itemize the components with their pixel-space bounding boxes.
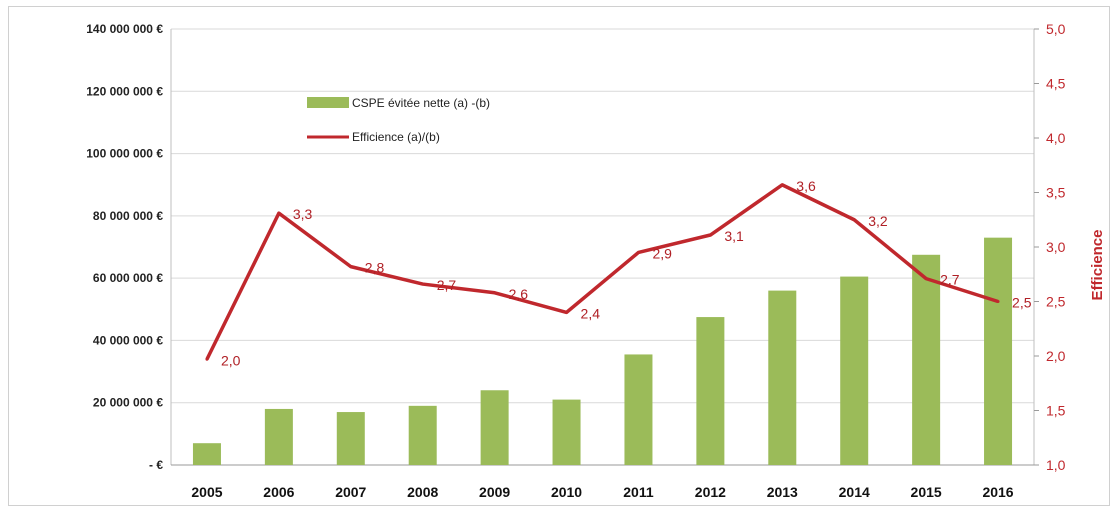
line-data-label: 3,3 (293, 206, 313, 222)
line-point (349, 265, 353, 269)
line-data-label: 2,4 (581, 305, 601, 321)
bar (984, 237, 1013, 465)
right-tick-label: 1,0 (1046, 457, 1066, 473)
x-tick-label: 2013 (767, 484, 798, 500)
bar (192, 443, 221, 465)
x-tick-label: 2008 (407, 484, 438, 500)
x-axis-ticks: 2005 2006 2007 2008 2009 2010 2011 2012 2013 2014… (191, 484, 1013, 500)
bar (552, 399, 581, 465)
line-point (996, 300, 1000, 303)
right-tick-label: 3,5 (1046, 185, 1066, 201)
legend: CSPE évitée nette (a) -(b) Efficience (a… (307, 96, 490, 144)
right-tick-label: 5,0 (1046, 21, 1066, 37)
line-point (852, 218, 856, 222)
right-axis-title: Efficience (1089, 230, 1106, 301)
line-point (924, 277, 928, 281)
bar-series (192, 237, 1013, 465)
bar (840, 276, 869, 465)
line-data-label: 3,1 (724, 228, 744, 244)
left-tick-label: 60 000 000 € (93, 271, 163, 285)
line-point (636, 250, 640, 254)
gridlines (170, 28, 1035, 466)
line-data-label: 2,7 (940, 272, 960, 288)
line-data-label: 2,6 (509, 286, 529, 302)
line-point (421, 282, 425, 286)
line-data-label: 2,5 (1012, 295, 1032, 311)
right-tick-label: 2,0 (1046, 348, 1066, 364)
line-data-label: 3,6 (796, 178, 816, 194)
x-tick-label: 2009 (479, 484, 510, 500)
x-tick-label: 2010 (551, 484, 582, 500)
left-tick-label: 80 000 000 € (93, 209, 163, 223)
x-tick-label: 2015 (911, 484, 942, 500)
line-point (780, 183, 784, 187)
x-tick-label: 2012 (695, 484, 726, 500)
left-tick-label: 40 000 000 € (93, 333, 163, 347)
left-axis-ticks: - € 20 000 000 € 40 000 000 € 60 000 000 € 8… (86, 22, 163, 472)
line-series (205, 183, 1000, 361)
combo-chart: - € 20 000 000 € 40 000 000 € 60 000 000 € 8… (86, 21, 1106, 500)
left-tick-label: 140 000 000 € (86, 22, 163, 36)
efficience-line (205, 183, 999, 361)
right-tick-label: 1,5 (1046, 403, 1066, 419)
line-point (708, 233, 712, 237)
bar (696, 317, 725, 465)
right-tick-label: 4,5 (1046, 76, 1066, 92)
line-point (205, 357, 209, 361)
legend-label-line: Efficience (a)/(b) (352, 130, 440, 144)
line-data-label: 2,7 (437, 277, 457, 293)
line-point (277, 211, 281, 215)
line-point (493, 291, 497, 295)
line-data-label: 2,9 (652, 245, 672, 261)
x-tick-label: 2016 (982, 484, 1013, 500)
x-tick-label: 2005 (191, 484, 222, 500)
legend-label-bar: CSPE évitée nette (a) -(b) (352, 96, 490, 110)
left-tick-label: 20 000 000 € (93, 396, 163, 410)
x-tick-label: 2007 (335, 484, 366, 500)
bar (336, 412, 365, 465)
bar (768, 290, 797, 465)
right-tick-label: 3,0 (1046, 239, 1066, 255)
right-tick-label: 2,5 (1046, 294, 1066, 310)
bar (480, 390, 509, 465)
right-tick-label: 4,0 (1046, 130, 1066, 146)
x-tick-label: 2014 (839, 484, 870, 500)
x-tick-label: 2011 (623, 484, 654, 500)
left-tick-label: 120 000 000 € (86, 84, 163, 98)
bar (264, 408, 293, 465)
x-tick-label: 2006 (263, 484, 294, 500)
left-tick-label: - € (149, 458, 163, 472)
left-tick-label: 100 000 000 € (86, 147, 163, 161)
line-data-label: 2,8 (365, 260, 385, 276)
bar (912, 254, 941, 465)
legend-swatch-bar (307, 97, 349, 108)
line-data-label: 3,2 (868, 213, 888, 229)
bar (624, 354, 653, 465)
line-data-labels: 2,0 3,3 2,8 2,7 2,6 2,4 2,9 3,1 3,6 3,2 2,7 2,5 (221, 178, 1032, 368)
chart-frame: - € 20 000 000 € 40 000 000 € 60 000 000 € 8… (8, 6, 1110, 506)
bar (408, 405, 437, 465)
line-data-label: 2,0 (221, 352, 241, 368)
right-axis-ticks: 1,0 1,5 2,0 2,5 3,0 3,5 4,0 4,5 5,0 (1034, 21, 1066, 473)
line-point (565, 310, 569, 314)
